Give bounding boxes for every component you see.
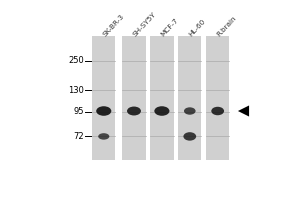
Polygon shape [238,105,249,117]
Text: R.brain: R.brain [215,15,237,38]
Ellipse shape [127,107,141,115]
Bar [92,36,116,160]
Text: 130: 130 [68,86,84,95]
Text: SH-SY5Y: SH-SY5Y [132,11,157,38]
Ellipse shape [184,107,196,115]
Text: 95: 95 [74,107,84,116]
Ellipse shape [183,132,196,141]
Bar [206,36,229,160]
Ellipse shape [96,106,111,116]
Text: 250: 250 [68,56,84,65]
Text: 72: 72 [74,132,84,141]
Ellipse shape [98,133,109,140]
Text: MCF-7: MCF-7 [160,17,179,38]
Bar [150,36,173,160]
Bar [178,36,201,160]
Bar [122,36,146,160]
Ellipse shape [211,107,224,115]
Ellipse shape [154,106,170,116]
Text: SK-BR-3: SK-BR-3 [101,13,125,38]
Text: HL-60: HL-60 [188,18,206,38]
